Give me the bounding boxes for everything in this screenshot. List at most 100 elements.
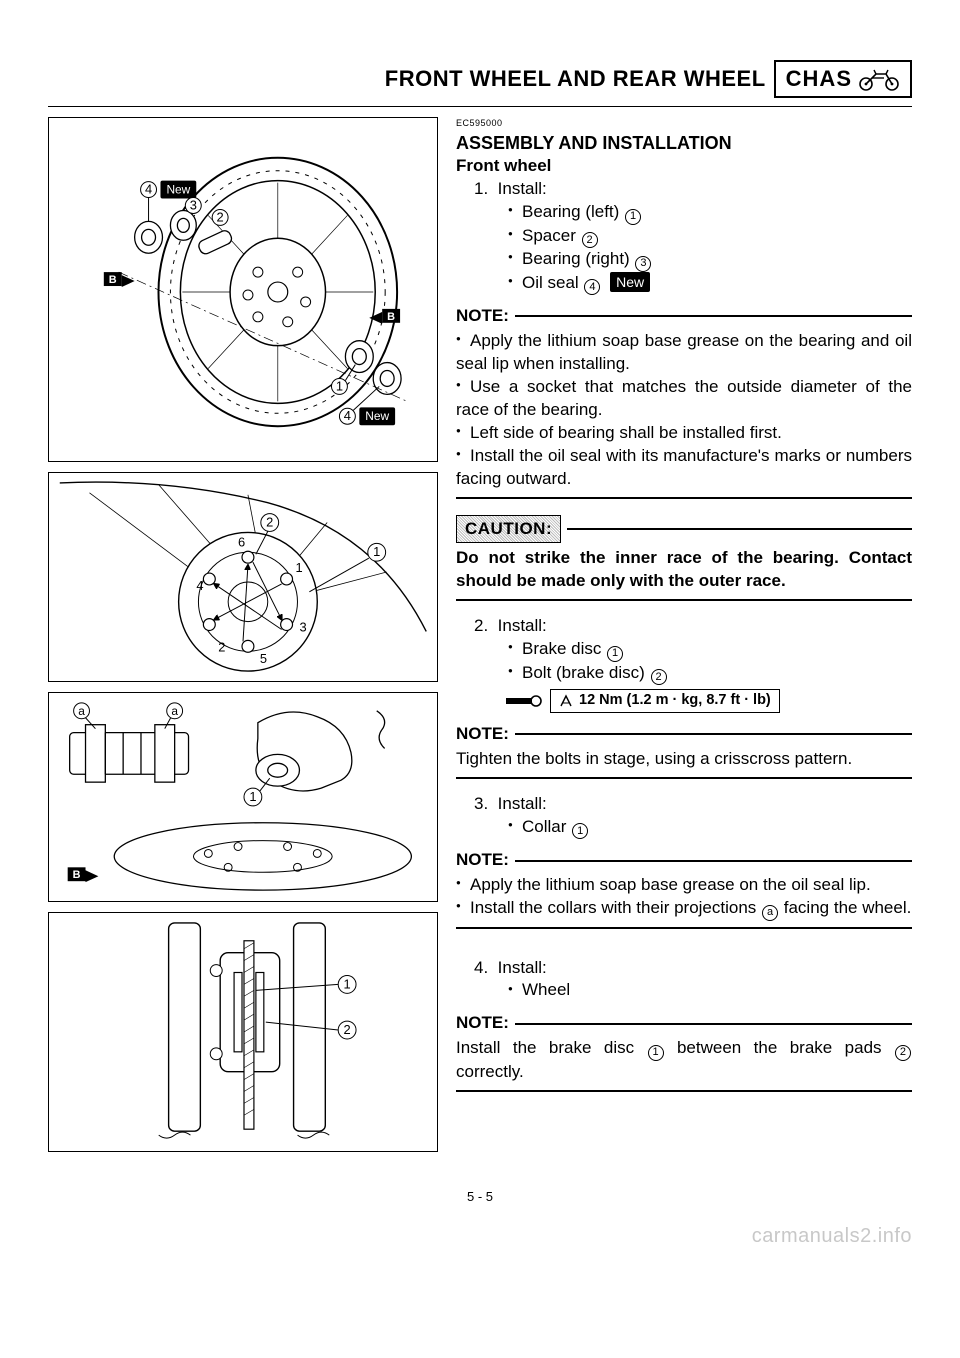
torque-wrench-icon — [506, 694, 542, 708]
svg-text:New: New — [166, 182, 190, 196]
section-end-rule — [456, 497, 912, 499]
note-rule — [515, 860, 912, 862]
step-2: 2. Install: Brake disc 1 Bolt (brake dis… — [456, 615, 912, 713]
list-item: Left side of bearing shall be installed … — [456, 422, 912, 445]
section-end-rule — [456, 777, 912, 779]
list-item: Wheel — [508, 979, 912, 1002]
ref-circle: 2 — [651, 669, 667, 685]
note-label: NOTE: — [456, 723, 509, 746]
step-4-items: Wheel — [456, 979, 912, 1002]
note-heading: NOTE: — [456, 723, 912, 746]
content-columns: B B 4 New 3 2 1 — [48, 117, 912, 1152]
text-column: EC595000 ASSEMBLY AND INSTALLATION Front… — [456, 117, 912, 1152]
svg-text:2: 2 — [344, 1022, 351, 1037]
chapter-label: CHAS — [786, 64, 852, 94]
figure-brake-disc-bolts: 1 2 3 4 5 6 1 2 — [48, 472, 438, 682]
note-1-items: Apply the lithium soap base grease on th… — [456, 330, 912, 491]
svg-text:3: 3 — [299, 619, 306, 634]
svg-text:2: 2 — [217, 209, 224, 224]
step-3: 3. Install: Collar 1 — [456, 793, 912, 839]
svg-text:a: a — [171, 703, 178, 717]
ref-circle: 4 — [584, 279, 600, 295]
step-1-items: Bearing (left) 1 Spacer 2 Bearing (right… — [456, 201, 912, 295]
ref-circle: 1 — [625, 209, 641, 225]
step-3-num: 3. — [474, 794, 488, 813]
caution-label: CAUTION: — [456, 515, 561, 544]
note-label: NOTE: — [456, 1012, 509, 1035]
note-heading: NOTE: — [456, 305, 912, 328]
torque-spec: 12 Nm (1.2 m · kg, 8.7 ft · lb) — [506, 689, 912, 713]
figures-column: B B 4 New 3 2 1 — [48, 117, 438, 1152]
ref-circle: 2 — [582, 232, 598, 248]
section-end-rule — [456, 1090, 912, 1092]
watermark: carmanuals2.info — [48, 1223, 912, 1250]
svg-text:4: 4 — [344, 408, 351, 423]
list-item: Oil seal 4 New — [508, 272, 912, 296]
svg-text:New: New — [365, 409, 389, 423]
step-4: 4. Install: Wheel — [456, 957, 912, 1003]
ref-circle: 3 — [635, 256, 651, 272]
caution-text: Do not strike the inner race of the bear… — [456, 547, 912, 593]
motorcycle-icon — [858, 67, 900, 91]
svg-text:1: 1 — [336, 378, 343, 393]
step-3-items: Collar 1 — [456, 816, 912, 840]
ec-code: EC595000 — [456, 117, 912, 129]
subheading-front-wheel: Front wheel — [456, 155, 912, 178]
svg-text:B: B — [387, 311, 395, 323]
svg-text:3: 3 — [190, 197, 197, 212]
svg-text:B: B — [73, 869, 81, 881]
section-end-rule — [456, 927, 912, 929]
svg-text:a: a — [78, 703, 85, 717]
step-1-label: Install: — [498, 179, 547, 198]
list-item: Bolt (brake disc) 2 — [508, 662, 912, 686]
step-2-label: Install: — [498, 616, 547, 635]
list-item: Spacer 2 — [508, 225, 912, 249]
thread-icon — [559, 694, 573, 708]
svg-text:6: 6 — [238, 534, 245, 549]
torque-value-box: 12 Nm (1.2 m · kg, 8.7 ft · lb) — [550, 689, 780, 713]
svg-text:1: 1 — [249, 789, 256, 804]
svg-text:2: 2 — [218, 639, 225, 654]
step-3-label: Install: — [498, 794, 547, 813]
note-rule — [515, 733, 912, 735]
figure-disc-between-pads: 1 2 — [48, 912, 438, 1152]
figure-collar-install: a a 1 — [48, 692, 438, 902]
note-2-text: Tighten the bolts in stage, using a cris… — [456, 748, 912, 771]
list-item: Brake disc 1 — [508, 638, 912, 662]
step-1-num: 1. — [474, 179, 488, 198]
note-label: NOTE: — [456, 305, 509, 328]
note-rule — [515, 1023, 912, 1025]
svg-text:4: 4 — [196, 578, 203, 593]
figure-wheel-bearings: B B 4 New 3 2 1 — [48, 117, 438, 462]
caution-rule — [567, 528, 912, 530]
step-2-num: 2. — [474, 616, 488, 635]
svg-text:5: 5 — [260, 651, 267, 666]
ref-circle: 1 — [572, 823, 588, 839]
header-rule — [48, 106, 912, 107]
svg-text:2: 2 — [266, 514, 273, 529]
step-4-num: 4. — [474, 958, 488, 977]
torque-value: 12 Nm (1.2 m · kg, 8.7 ft · lb) — [579, 691, 771, 711]
chapter-box: CHAS — [774, 60, 912, 98]
list-item: Apply the lithium soap base grease on th… — [456, 330, 912, 376]
step-2-items: Brake disc 1 Bolt (brake disc) 2 — [456, 638, 912, 685]
list-item: Apply the lithium soap base grease on th… — [456, 874, 912, 897]
svg-text:1: 1 — [295, 560, 302, 575]
note-label: NOTE: — [456, 849, 509, 872]
caution-heading: CAUTION: — [456, 515, 912, 544]
step-4-label: Install: — [498, 958, 547, 977]
svg-text:4: 4 — [145, 181, 152, 196]
svg-text:1: 1 — [373, 544, 380, 559]
list-item: Install the oil seal with its manufactur… — [456, 445, 912, 491]
page-number: 5 - 5 — [48, 1188, 912, 1206]
section-end-rule — [456, 599, 912, 601]
page-title: FRONT WHEEL AND REAR WHEEL — [385, 64, 766, 94]
note-3-items: Apply the lithium soap base grease on th… — [456, 874, 912, 920]
section-title: ASSEMBLY AND INSTALLATION — [456, 131, 912, 155]
note-4-text: Install the brake disc 1 between the bra… — [456, 1037, 912, 1083]
list-item: Bearing (right) 3 — [508, 248, 912, 272]
list-item: Use a socket that matches the outside di… — [456, 376, 912, 422]
note-heading: NOTE: — [456, 1012, 912, 1035]
step-1: 1. Install: Bearing (left) 1 Spacer 2 Be… — [456, 178, 912, 295]
page-header: FRONT WHEEL AND REAR WHEEL CHAS — [48, 60, 912, 98]
